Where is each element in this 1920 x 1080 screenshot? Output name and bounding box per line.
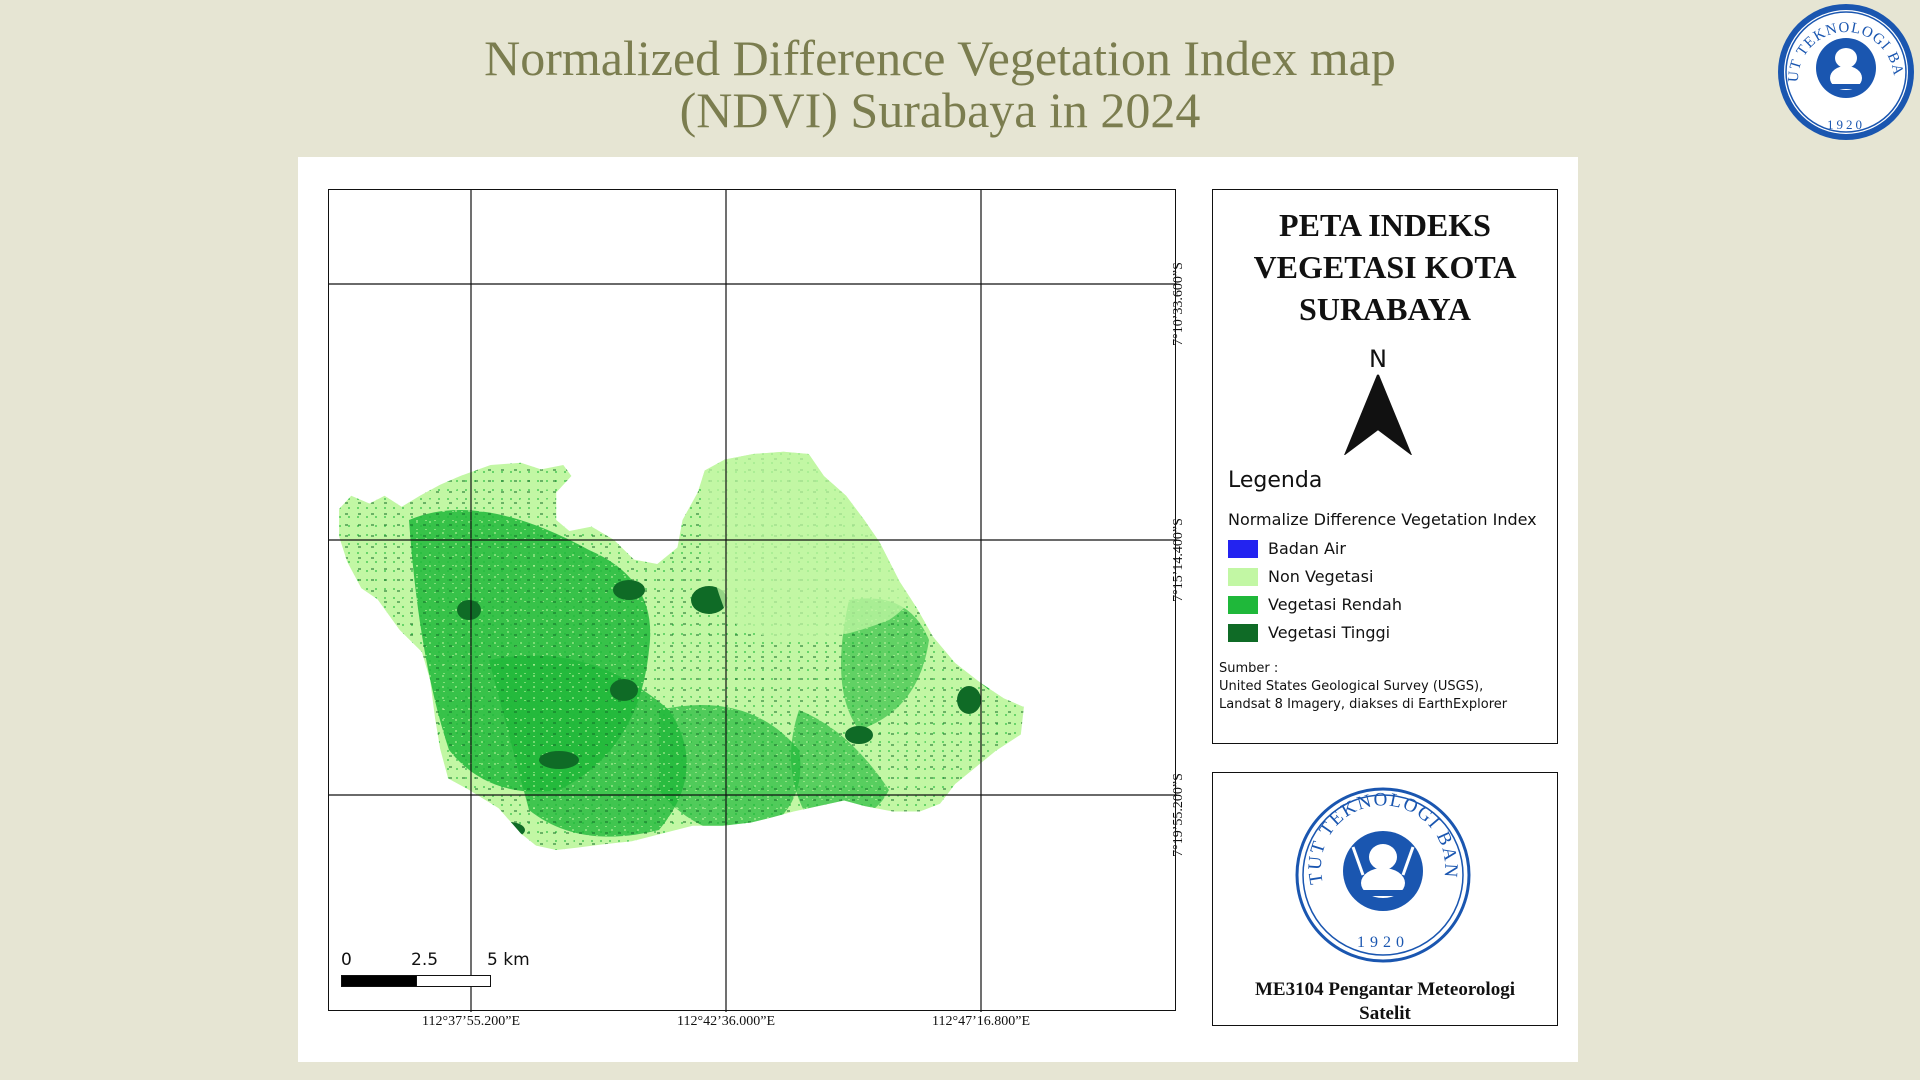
slide-title-line-2: (NDVI) Surabaya in 2024: [679, 82, 1201, 138]
map-grid: [329, 190, 1177, 1012]
course-box: INSTITUT TEKNOLOGI BANDUNG 1920 ME3104 P…: [1212, 772, 1558, 1026]
lat-label-2: 7°15’14.400”S: [1171, 518, 1186, 602]
legend-swatch-vegetasi-tinggi: [1228, 624, 1258, 642]
legend-title: PETA INDEKS VEGETASI KOTA SURABAYA: [1213, 204, 1557, 330]
scale-tick-mid: 2.5: [411, 950, 439, 970]
course-line-1: ME3104 Pengantar Meteorologi: [1255, 979, 1515, 1000]
legend-subheading: Normalize Difference Vegetation Index: [1228, 510, 1537, 529]
legend-title-line-1: PETA INDEKS: [1279, 207, 1491, 243]
course-title: ME3104 Pengantar Meteorologi Satelit: [1213, 978, 1557, 1026]
scale-tick-end: 5 km: [487, 950, 530, 970]
legend-label-non-vegetasi: Non Vegetasi: [1268, 567, 1374, 586]
scale-tick-0: 0: [341, 950, 352, 970]
north-arrow-icon: [1344, 374, 1412, 455]
itb-logo-corner: INSTITUT TEKNOLOGI BANDUNG 1920: [1776, 2, 1914, 140]
north-arrow: N: [1343, 345, 1423, 455]
legend-swatch-badan-air: [1228, 540, 1258, 558]
source-label: Sumber :: [1219, 661, 1279, 676]
slide-title: Normalized Difference Vegetation Index m…: [300, 32, 1580, 136]
source-line-2: Landsat 8 Imagery, diakses di EarthExplo…: [1219, 697, 1508, 712]
legend-label-badan-air: Badan Air: [1268, 539, 1346, 558]
legend-label-vegetasi-tinggi: Vegetasi Tinggi: [1268, 623, 1391, 642]
lon-label-2: 112°42’36.000”E: [676, 1014, 775, 1029]
slide-title-line-1: Normalized Difference Vegetation Index m…: [484, 30, 1396, 86]
legend-title-line-3: SURABAYA: [1299, 291, 1471, 327]
ndvi-map: [329, 190, 1177, 1012]
legend-label-vegetasi-rendah: Vegetasi Rendah: [1268, 595, 1402, 614]
legend-heading: Legenda: [1228, 468, 1323, 493]
source-line-1: United States Geological Survey (USGS),: [1219, 679, 1484, 694]
legend-box: PETA INDEKS VEGETASI KOTA SURABAYA N Leg…: [1212, 189, 1558, 744]
scale-segment-dark: [341, 975, 417, 987]
lat-label-1: 7°10’33.600”S: [1171, 262, 1186, 346]
legend-title-line-2: VEGETASI KOTA: [1253, 249, 1517, 285]
itb-logo-seal: INSTITUT TEKNOLOGI BANDUNG 1920: [1293, 785, 1471, 963]
north-letter: N: [1369, 345, 1387, 373]
lon-label-1: 112°37’55.200”E: [421, 1014, 520, 1029]
lon-label-3: 112°47’16.800”E: [931, 1014, 1030, 1029]
legend-swatch-vegetasi-rendah: [1228, 596, 1258, 614]
corner-logo-year: 1920: [1827, 117, 1865, 132]
source-note: Sumber : United States Geological Survey…: [1219, 660, 1507, 714]
seal-year: 1920: [1357, 934, 1409, 951]
course-line-2: Satelit: [1359, 1003, 1411, 1024]
scale-segment-light: [416, 975, 491, 987]
map-frame: 0 2.5 5 km: [328, 189, 1177, 1012]
map-panel: 0 2.5 5 km 7°10’33.600”S 7°15’14.400”S 7…: [298, 157, 1578, 1062]
lat-label-3: 7°19’55.200”S: [1171, 773, 1186, 857]
legend-swatch-non-vegetasi: [1228, 568, 1258, 586]
